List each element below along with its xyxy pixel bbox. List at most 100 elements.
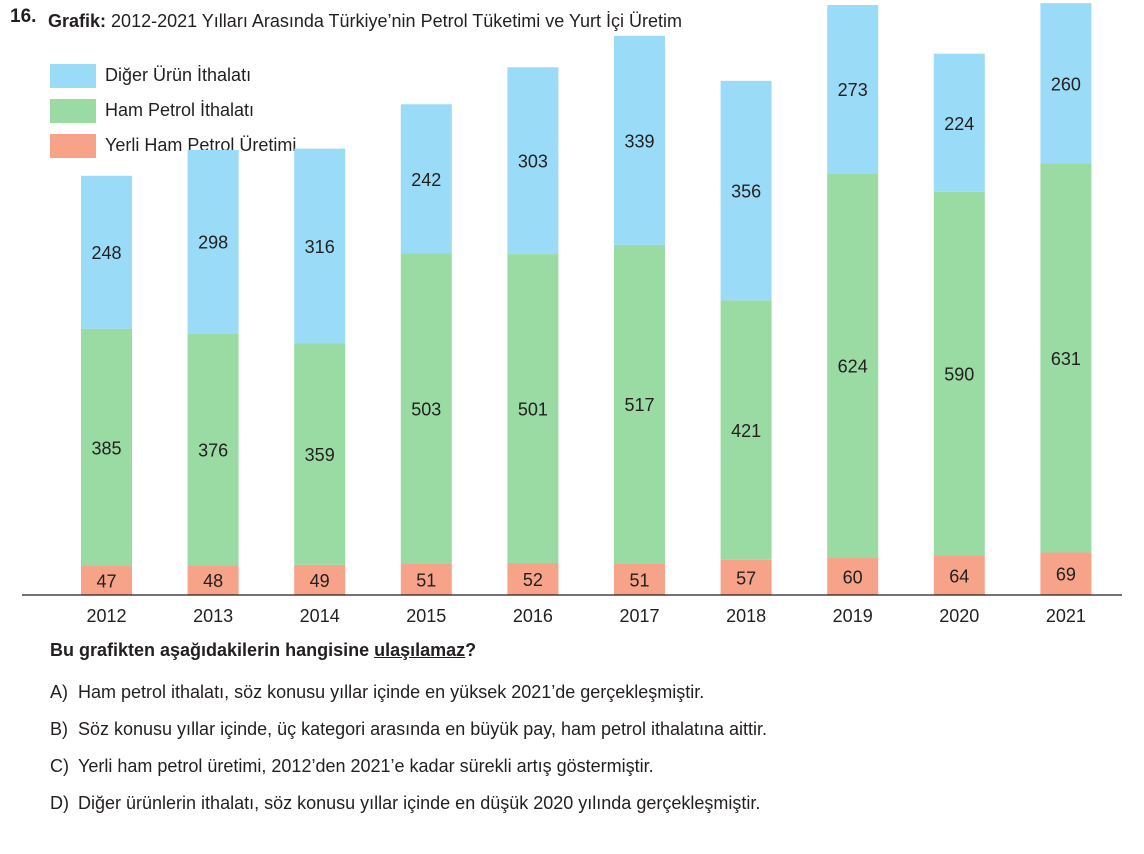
chart-title: Grafik: 2012-2021 Yılları Arasında Türki… bbox=[48, 11, 682, 32]
data-label: 60 bbox=[843, 568, 863, 588]
question-prompt-end: ? bbox=[465, 640, 477, 660]
bar-segment-di-er-r-n-i-thalat--2016 bbox=[507, 67, 559, 255]
bar-segment-yerli-ham-petrol-retimi-2012 bbox=[81, 566, 132, 595]
data-label: 47 bbox=[96, 572, 116, 592]
bar-segment-yerli-ham-petrol-retimi-2013 bbox=[187, 565, 239, 595]
data-label: 385 bbox=[91, 438, 121, 458]
data-label: 248 bbox=[91, 243, 121, 263]
bar-segment-di-er-r-n-i-thalat--2018 bbox=[720, 80, 772, 301]
option-d[interactable]: D) Diğer ürünlerin ithalatı, söz konusu y… bbox=[50, 793, 767, 830]
data-label: 69 bbox=[1056, 565, 1076, 585]
data-label: 52 bbox=[523, 570, 543, 590]
data-label: 242 bbox=[411, 170, 441, 190]
bar-segment-ham-petrol-i-thalat--2014 bbox=[294, 343, 346, 565]
bar-segment-ham-petrol-i-thalat--2017 bbox=[614, 244, 665, 564]
option-text: Diğer ürünlerin ithalatı, söz konusu yıl… bbox=[78, 793, 761, 813]
bar-segment-di-er-r-n-i-thalat--2021 bbox=[1040, 3, 1092, 164]
bar-segment-di-er-r-n-i-thalat--2020 bbox=[933, 53, 985, 192]
x-tick-label: 2012 bbox=[86, 606, 126, 626]
question-number: 16. bbox=[10, 6, 37, 27]
bar-segment-di-er-r-n-i-thalat--2017 bbox=[614, 35, 665, 245]
question-prompt-emphasis: ulaşılamaz bbox=[374, 640, 466, 660]
question-prompt: Bu grafikten aşağıdakilerin hangisine ul… bbox=[50, 640, 476, 661]
x-tick-label: 2016 bbox=[513, 606, 553, 626]
bar-segment-yerli-ham-petrol-retimi-2016 bbox=[507, 562, 559, 595]
data-label: 48 bbox=[203, 571, 223, 591]
bar-segment-ham-petrol-i-thalat--2013 bbox=[187, 333, 239, 566]
bar-segment-ham-petrol-i-thalat--2012 bbox=[81, 328, 132, 567]
data-label: 421 bbox=[731, 421, 761, 441]
data-label: 260 bbox=[1051, 74, 1081, 94]
option-b[interactable]: B) Söz konusu yıllar içinde, üç kategori … bbox=[50, 719, 767, 756]
option-letter: A) bbox=[50, 682, 68, 702]
data-label: 273 bbox=[838, 80, 868, 100]
legend-item-diger-urun: Diğer Ürün İthalatı bbox=[50, 58, 296, 93]
x-tick-label: 2021 bbox=[1046, 606, 1086, 626]
data-label: 224 bbox=[944, 114, 974, 134]
data-label: 49 bbox=[310, 571, 330, 591]
data-label: 57 bbox=[736, 568, 756, 588]
x-tick-label: 2018 bbox=[726, 606, 766, 626]
data-label: 376 bbox=[198, 441, 228, 461]
bar-segment-ham-petrol-i-thalat--2019 bbox=[827, 173, 879, 559]
data-label: 356 bbox=[731, 182, 761, 202]
bar-segment-yerli-ham-petrol-retimi-2020 bbox=[933, 555, 985, 595]
data-label: 624 bbox=[838, 357, 868, 377]
chart-legend: Diğer Ürün İthalatı Ham Petrol İthalatı … bbox=[50, 58, 296, 163]
x-tick-label: 2013 bbox=[193, 606, 233, 626]
stacked-bar-chart: 47 385 248 2012 48 376 298 2013 49 359 316 2014 51 50… bbox=[22, 3, 1122, 626]
option-a[interactable]: A) Ham petrol ithalatı, söz konusu yıllar… bbox=[50, 682, 767, 719]
legend-swatch-ham-petrol bbox=[50, 98, 96, 123]
data-label: 64 bbox=[949, 566, 969, 586]
bar-segment-di-er-r-n-i-thalat--2015 bbox=[400, 104, 452, 254]
bar-segment-yerli-ham-petrol-retimi-2018 bbox=[720, 559, 772, 595]
data-label: 631 bbox=[1051, 349, 1081, 369]
bar-segment-ham-petrol-i-thalat--2020 bbox=[933, 191, 985, 556]
option-text: Ham petrol ithalatı, söz konusu yıllar i… bbox=[78, 682, 705, 702]
x-tick-label: 2015 bbox=[406, 606, 446, 626]
answer-options: A) Ham petrol ithalatı, söz konusu yıllar… bbox=[50, 682, 767, 830]
question-prompt-start: Bu grafikten aşağıdakilerin hangisine bbox=[50, 640, 375, 660]
bar-segment-ham-petrol-i-thalat--2015 bbox=[400, 253, 452, 564]
bar-segment-yerli-ham-petrol-retimi-2019 bbox=[827, 558, 879, 595]
bar-segment-yerli-ham-petrol-retimi-2014 bbox=[294, 564, 346, 595]
bar-segment-di-er-r-n-i-thalat--2014 bbox=[294, 148, 346, 344]
legend-swatch-diger-urun bbox=[50, 63, 96, 88]
legend-swatch-yerli-uretim bbox=[50, 133, 96, 158]
x-tick-label: 2017 bbox=[619, 606, 659, 626]
option-letter: B) bbox=[50, 719, 68, 739]
legend-label-diger-urun: Diğer Ürün İthalatı bbox=[105, 65, 252, 85]
legend-label-ham-petrol: Ham Petrol İthalatı bbox=[105, 100, 255, 120]
bar-segment-ham-petrol-i-thalat--2021 bbox=[1040, 163, 1092, 553]
bar-segment-ham-petrol-i-thalat--2018 bbox=[720, 300, 772, 560]
bar-segment-yerli-ham-petrol-retimi-2015 bbox=[400, 563, 452, 595]
option-c[interactable]: C) Yerli ham petrol üretimi, 2012’den 202… bbox=[50, 756, 767, 793]
x-tick-label: 2019 bbox=[833, 606, 873, 626]
legend-label-yerli-uretim: Yerli Ham Petrol Üretimi bbox=[105, 135, 297, 155]
data-label: 590 bbox=[944, 365, 974, 385]
bar-segment-yerli-ham-petrol-retimi-2017 bbox=[614, 563, 665, 595]
chart-title-prefix: Grafik: bbox=[48, 11, 107, 31]
data-label: 517 bbox=[624, 395, 654, 415]
data-label: 339 bbox=[624, 131, 654, 151]
data-label: 503 bbox=[411, 400, 441, 420]
bar-segment-ham-petrol-i-thalat--2016 bbox=[507, 254, 559, 563]
legend-item-ham-petrol: Ham Petrol İthalatı bbox=[50, 93, 296, 128]
bar-segment-di-er-r-n-i-thalat--2019 bbox=[827, 5, 879, 174]
data-label: 51 bbox=[416, 570, 436, 590]
data-label: 298 bbox=[198, 233, 228, 253]
chart-title-text: 2012-2021 Yılları Arasında Türkiye’nin P… bbox=[111, 11, 682, 31]
data-label: 359 bbox=[305, 445, 335, 465]
bar-segment-yerli-ham-petrol-retimi-2021 bbox=[1040, 552, 1092, 595]
legend-item-yerli-uretim: Yerli Ham Petrol Üretimi bbox=[50, 128, 296, 163]
x-tick-label: 2014 bbox=[300, 606, 340, 626]
option-text: Söz konusu yıllar içinde, üç kategori ar… bbox=[78, 719, 768, 739]
option-text: Yerli ham petrol üretimi, 2012’den 2021’… bbox=[78, 756, 654, 776]
data-label: 51 bbox=[629, 570, 649, 590]
option-letter: C) bbox=[50, 756, 69, 776]
bar-segment-di-er-r-n-i-thalat--2013 bbox=[187, 149, 239, 334]
data-label: 316 bbox=[305, 237, 335, 257]
data-label: 501 bbox=[518, 400, 548, 420]
option-letter: D) bbox=[50, 793, 69, 813]
x-tick-label: 2020 bbox=[939, 606, 979, 626]
